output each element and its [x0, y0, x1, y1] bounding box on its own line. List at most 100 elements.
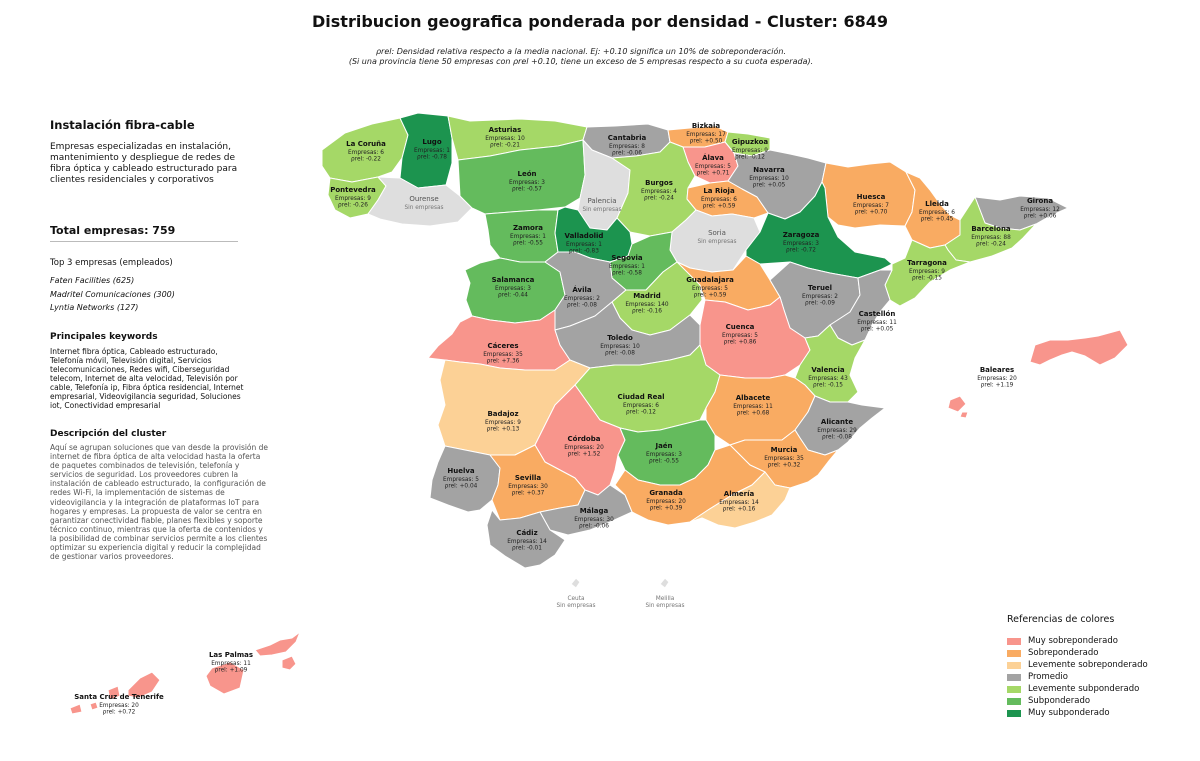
province-las-palmas: [205, 661, 245, 695]
province-label: Cádiz: [516, 529, 537, 537]
legend-item: Muy sobreponderado: [1007, 635, 1148, 647]
map-title: Distribucion geografica ponderada por de…: [312, 12, 888, 31]
province-rho: ρrel: -0.12: [735, 155, 765, 161]
province-label: Tarragona: [907, 259, 947, 267]
province-rho: ρrel: -0.22: [351, 157, 381, 163]
province-label: Toledo: [607, 334, 633, 342]
province-rho: ρrel: -0.24: [976, 242, 1006, 248]
province-label: Alicante: [821, 418, 853, 426]
province-cádiz: [486, 509, 566, 569]
province-rho: ρrel: -0.83: [569, 249, 599, 255]
province-rho: ρrel: +0.39: [650, 506, 683, 512]
province-empresas: Empresas: 14: [507, 539, 547, 545]
province-rho: ρrel: +0.71: [697, 171, 730, 177]
keywords-text: Internet fibra óptica, Cableado estructu…: [50, 347, 244, 410]
province-empresas: Empresas: 3: [783, 241, 819, 247]
province-label: Girona: [1027, 197, 1053, 205]
province-empresas: Empresas: 3: [495, 286, 531, 292]
province-label: Zamora: [513, 224, 543, 232]
province-empresas: Empresas: 20: [646, 499, 686, 505]
province-rho: ρrel: -0.06: [579, 524, 609, 530]
legend-item: Subponderado: [1007, 695, 1148, 707]
province-label: Cáceres: [487, 342, 518, 350]
province-rho: ρrel: +1.19: [981, 383, 1014, 389]
province-rho: ρrel: +0.37: [512, 491, 545, 497]
legend-label: Muy sobreponderado: [1028, 636, 1118, 646]
province-rho: ρrel: +0.59: [703, 204, 736, 210]
province-empresas: Empresas: 6: [623, 403, 659, 409]
province-rho: ρrel: -0.08: [567, 303, 597, 309]
legend-item: Muy subponderado: [1007, 707, 1148, 719]
province-empresas: Sin empresas: [404, 205, 443, 211]
cluster-name: Instalación fibra-cable: [50, 118, 195, 132]
legend-label: Levemente sobreponderado: [1028, 660, 1148, 670]
province-empresas: Empresas: 6: [348, 150, 384, 156]
province-rho: ρrel: +0.72: [103, 710, 136, 716]
province-empresas: Empresas: 10: [485, 136, 525, 142]
province-label: Santa Cruz de Tenerife: [74, 693, 164, 701]
legend-swatch: [1007, 685, 1021, 693]
province-valencia: [794, 324, 866, 403]
province-rho: ρrel: +0.06: [1024, 214, 1057, 220]
province-baleares: [1029, 329, 1129, 366]
province-empresas: Empresas: 6: [919, 210, 955, 216]
province-rho: ρrel: -0.12: [626, 410, 656, 416]
province-rho: ρrel: +0.68: [737, 411, 770, 417]
legend-title: Referencias de colores: [1007, 614, 1115, 625]
province-label: Álava: [702, 153, 724, 162]
province-label: Sevilla: [515, 474, 542, 482]
province-rho: ρrel: +0.32: [768, 463, 801, 469]
legend-swatch: [1007, 709, 1021, 717]
province-label: Huesca: [857, 193, 886, 201]
province-rho: ρrel: +0.70: [855, 210, 888, 216]
color-legend: Referencias de colores Muy sobreponderad…: [1007, 614, 1148, 719]
province-label: Ceuta: [567, 596, 585, 602]
province-label: Baleares: [980, 366, 1014, 374]
province-tarragona: [884, 239, 971, 307]
province-rho: ρrel: +1.09: [215, 668, 248, 674]
province-label: Burgos: [645, 179, 673, 187]
province-empresas: Empresas: 5: [695, 164, 731, 170]
province-rho: ρrel: +0.05: [753, 183, 786, 189]
province-la-coruña: [321, 117, 409, 183]
province-empresas: Empresas: 17: [686, 132, 726, 138]
legend-label: Subponderado: [1028, 696, 1091, 706]
legend-label: Muy subponderado: [1028, 708, 1110, 718]
province-empresas: Empresas: 4: [641, 189, 677, 195]
province-rho: ρrel: -0.26: [338, 203, 368, 209]
province-label: Navarra: [753, 166, 785, 174]
province-empresas: Sin empresas: [645, 603, 684, 609]
province-label: Las Palmas: [209, 651, 253, 659]
legend-swatch: [1007, 637, 1021, 645]
legend-item: Promedio: [1007, 671, 1148, 683]
province-empresas: Empresas: 43: [808, 376, 848, 382]
province-label: Gipuzkoa: [732, 138, 768, 146]
province-rho: ρrel: +0.50: [690, 139, 723, 145]
province-málaga: [539, 484, 633, 536]
province-empresas: Empresas: 8: [609, 144, 645, 150]
province-empresas: Empresas: 11: [211, 661, 251, 667]
province-empresas: Empresas: 3: [646, 452, 682, 458]
province-empresas: Empresas: 9: [732, 148, 768, 154]
province-empresas: Empresas: 12: [1020, 207, 1060, 213]
province-león: [457, 139, 586, 215]
province-label: Teruel: [808, 284, 832, 292]
province-empresas: Empresas: 1: [609, 264, 645, 270]
province-empresas: Empresas: 3: [509, 180, 545, 186]
province-label: Madrid: [633, 292, 661, 300]
province-empresas: Empresas: 35: [764, 456, 804, 462]
province-label: Salamanca: [492, 276, 535, 284]
legend-swatch: [1007, 649, 1021, 657]
province-label: Barcelona: [971, 225, 1011, 233]
province-label: Zaragoza: [783, 231, 820, 239]
province-rho: ρrel: -0.72: [786, 248, 816, 254]
province-empresas: Empresas: 9: [909, 269, 945, 275]
province-rho: ρrel: -0.55: [513, 241, 543, 247]
province-label: Murcia: [771, 446, 798, 454]
province-label: Jaén: [654, 442, 672, 450]
province-rho: ρrel: +0.59: [694, 293, 727, 299]
province-ceuta: [570, 577, 581, 589]
top3-item: Madritel Comunicaciones (300): [50, 290, 175, 299]
province-empresas: Empresas: 88: [971, 235, 1011, 241]
